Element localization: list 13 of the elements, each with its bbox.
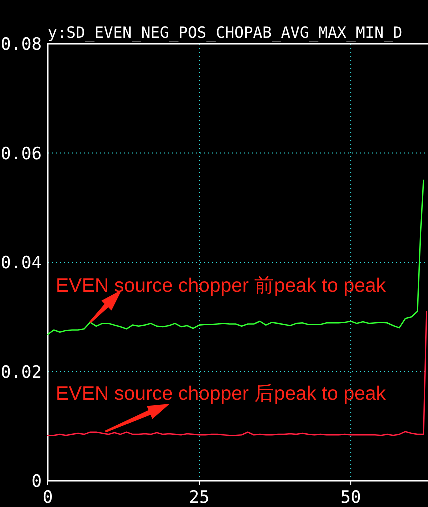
chart-title: y:SD_EVEN_NEG_POS_CHOPAB_AVG_MAX_MIN_D	[48, 24, 403, 42]
x-tick-label: 50	[340, 488, 362, 507]
y-tick-label: 0.04	[1, 254, 42, 274]
line-series	[47, 180, 424, 336]
x-tick-label: 0	[42, 488, 54, 507]
x-tick-label: 25	[189, 488, 210, 507]
y-tick-label: 0	[32, 472, 42, 492]
y-tick-label: 0.08	[1, 35, 42, 55]
annotation: EVEN source chopper 后peak to peak	[56, 383, 386, 405]
y-tick-label: 0.06	[1, 144, 42, 164]
annotation: EVEN source chopper 前peak to peak	[56, 275, 386, 297]
line-series	[47, 311, 428, 436]
y-tick-label: 0.02	[1, 362, 42, 383]
